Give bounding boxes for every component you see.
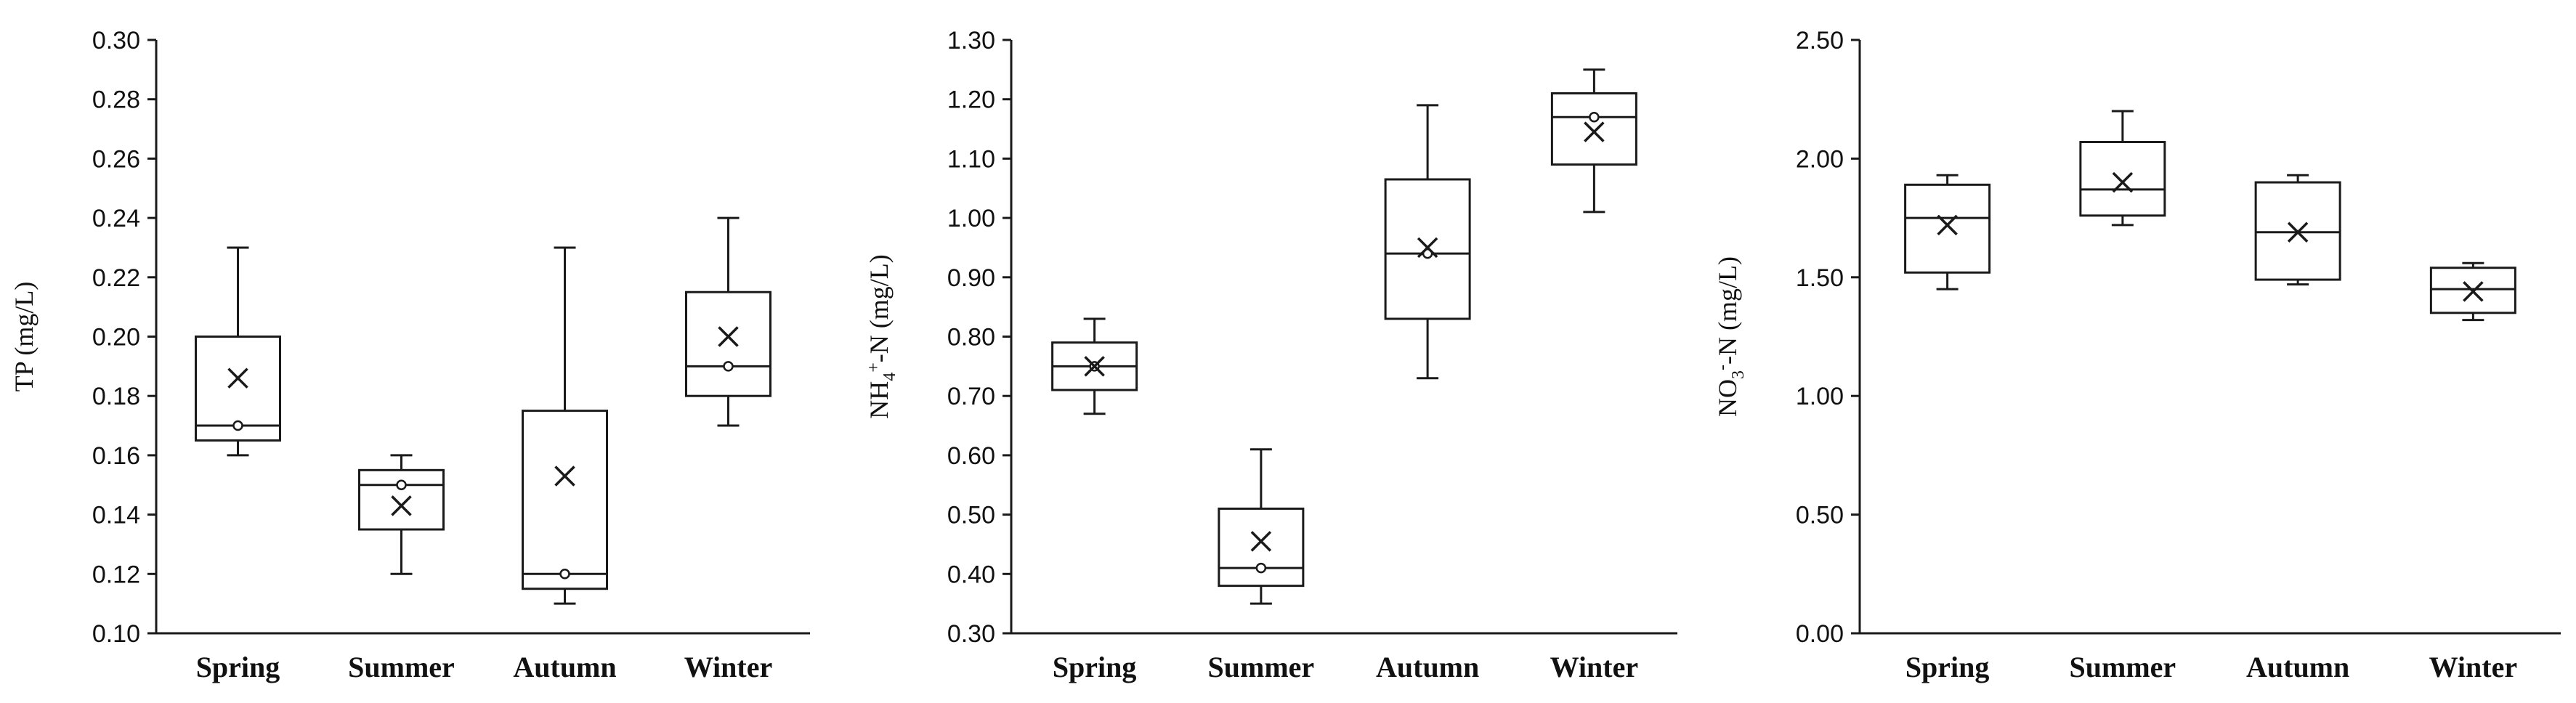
iqr-box xyxy=(522,410,608,590)
x-category-label: Summer xyxy=(1208,651,1315,683)
y-axis-title: TP (mg/L) xyxy=(9,282,39,392)
y-tick-label: 0.40 xyxy=(947,561,995,588)
y-tick-label: 0.60 xyxy=(947,442,995,470)
median-point xyxy=(559,569,570,580)
y-tick-label: 0.30 xyxy=(947,620,995,648)
y-tick-label: 0.22 xyxy=(92,264,140,292)
mean-marker xyxy=(227,367,248,389)
box-spring xyxy=(195,246,281,457)
box-winter xyxy=(2429,261,2516,322)
y-axis-title-main: NO xyxy=(1713,379,1742,417)
y-tick-label: 0.30 xyxy=(92,27,140,54)
iqr-box xyxy=(1218,507,1305,588)
y-tick-label: 0.12 xyxy=(92,561,140,588)
y-tick-label: 1.00 xyxy=(1796,383,1844,410)
iqr-box xyxy=(685,290,771,397)
mean-marker xyxy=(2463,281,2484,302)
x-category-label: Spring xyxy=(196,651,280,683)
x-category-label: Spring xyxy=(1905,651,1990,683)
mean-marker xyxy=(1937,214,1958,236)
y-axis-title-rest: -N (mg/L) xyxy=(1713,256,1742,365)
y-tick-label: 1.50 xyxy=(1796,264,1844,292)
y-tick-label: 0.26 xyxy=(92,145,140,173)
mean-marker xyxy=(1250,531,1272,552)
x-category-label: Summer xyxy=(348,651,455,683)
iqr-box xyxy=(358,468,445,531)
y-tick-label: 0.90 xyxy=(947,264,995,292)
y-axis-title-rest: -N (mg/L) xyxy=(864,254,894,362)
box-summer xyxy=(358,454,445,575)
median-point xyxy=(396,479,407,490)
mean-marker xyxy=(554,466,575,487)
box-spring xyxy=(1051,317,1138,415)
y-tick-label: 1.10 xyxy=(947,145,995,173)
box-autumn xyxy=(522,246,608,605)
y-tick-label: 0.50 xyxy=(947,502,995,529)
y-axis-title: NH4+-N (mg/L) xyxy=(864,254,899,419)
y-axis-title-superscript: - xyxy=(1713,365,1732,370)
mean-marker xyxy=(2287,222,2309,243)
median-point xyxy=(1255,562,1267,574)
iqr-box xyxy=(1904,183,1991,274)
y-tick-label: 0.28 xyxy=(92,86,140,114)
y-tick-label: 0.14 xyxy=(92,502,140,529)
y-tick-label: 0.16 xyxy=(92,442,140,470)
x-category-label: Winter xyxy=(1550,651,1638,683)
y-tick-label: 1.30 xyxy=(947,27,995,54)
x-category-label: Spring xyxy=(1053,651,1137,683)
median-point xyxy=(1589,111,1600,123)
y-tick-label: 0.18 xyxy=(92,383,140,410)
y-tick-label: 0.80 xyxy=(947,324,995,352)
y-axis-title-superscript: + xyxy=(864,362,883,373)
y-tick-label: 0.70 xyxy=(947,383,995,410)
x-category-label: Autumn xyxy=(1376,651,1479,683)
y-tick-label: 0.20 xyxy=(92,324,140,352)
median-point xyxy=(723,361,734,372)
box-summer xyxy=(1218,448,1305,605)
box-winter xyxy=(1550,68,1637,214)
iqr-box xyxy=(2079,141,2166,217)
y-tick-label: 0.24 xyxy=(92,205,140,232)
box-winter xyxy=(685,216,771,427)
y-tick-label: 0.00 xyxy=(1796,620,1844,648)
y-axis-title: NO3--N (mg/L) xyxy=(1713,256,1748,417)
x-category-label: Winter xyxy=(684,651,772,683)
y-axis-title-main: TP (mg/L) xyxy=(9,282,39,392)
x-category-label: Autumn xyxy=(513,651,616,683)
mean-marker xyxy=(1084,356,1105,377)
box-autumn xyxy=(1384,104,1471,380)
y-tick-label: 1.20 xyxy=(947,86,995,114)
boxplot-panel-3: 0.00 0.50 1.00 1.50 2.00 2.50 NO3--N (mg/L) Spr… xyxy=(1713,27,2561,683)
box-summer xyxy=(2079,110,2166,227)
mean-marker xyxy=(2112,171,2134,193)
box-spring xyxy=(1904,174,1991,290)
y-tick-label: 2.00 xyxy=(1796,145,1844,173)
y-tick-label: 0.50 xyxy=(1796,502,1844,529)
box-autumn xyxy=(2254,174,2341,286)
mean-marker xyxy=(718,326,739,347)
x-category-label: Autumn xyxy=(2246,651,2349,683)
x-category-label: Winter xyxy=(2429,651,2517,683)
x-category-label: Summer xyxy=(2070,651,2176,683)
boxplot-panel-1: 0.10 0.12 0.14 0.16 0.18 0.20 0.22 0.24 0.26 0.28… xyxy=(9,27,810,683)
median-point xyxy=(232,420,243,431)
y-tick-label: 0.10 xyxy=(92,620,140,648)
mean-marker xyxy=(391,495,412,516)
y-axis-title-subscript: 3 xyxy=(1729,370,1748,379)
boxplot-panel-2: 0.30 0.40 0.50 0.60 0.70 0.80 0.90 1.00 1.10 1.20… xyxy=(864,27,1677,683)
y-tick-label: 2.50 xyxy=(1796,27,1844,54)
mean-marker xyxy=(1417,237,1438,259)
y-axis-title-subscript: 4 xyxy=(880,373,899,381)
y-tick-label: 1.00 xyxy=(947,205,995,232)
iqr-box xyxy=(1550,92,1637,166)
iqr-box xyxy=(2429,267,2516,314)
mean-marker xyxy=(1584,121,1605,142)
y-axis-title-main: NH xyxy=(864,381,894,419)
